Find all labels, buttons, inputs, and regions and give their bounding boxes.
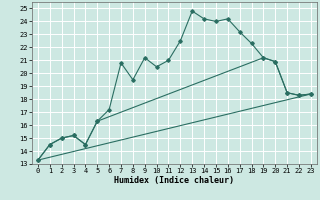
X-axis label: Humidex (Indice chaleur): Humidex (Indice chaleur) bbox=[115, 176, 234, 185]
